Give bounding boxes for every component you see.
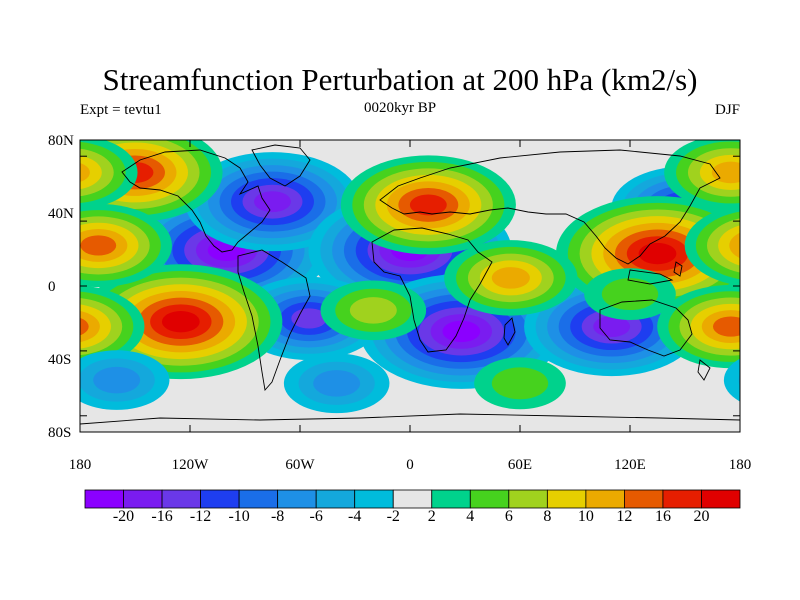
coastlines (80, 144, 740, 425)
colorbar-swatch-5 (277, 489, 317, 509)
colorbar-swatch-10 (469, 489, 510, 509)
colorbar-label: -8 (270, 508, 285, 525)
contour-blob-wrap-11-level-8 (80, 155, 102, 190)
contour-blob-wrap-16-level-10 (729, 232, 740, 259)
contour-blob-8-level-20 (161, 311, 200, 333)
lat-label-40n: 40N (48, 206, 74, 222)
colorbar-label: 8 (543, 508, 552, 525)
contour-field (80, 140, 740, 414)
colorbar-label: -4 (348, 508, 362, 525)
lon-label-60w: 60W (285, 457, 315, 473)
colorbar-label: -20 (112, 508, 135, 525)
contour-blob-14-level-4 (601, 278, 659, 311)
colorbar-label: -6 (309, 508, 323, 525)
period-label: 0020kyr BP (363, 100, 437, 116)
experiment-label: Expt = tevtu1 (80, 102, 162, 118)
colorbar-label: 6 (504, 508, 513, 525)
contour-blob-wrap-17-level-12 (80, 317, 89, 336)
contour-blob-wrap-7-level-4 (80, 233, 88, 274)
colorbar-label: -16 (151, 508, 173, 525)
colorbar-label: 10 (577, 508, 594, 525)
contour-blob-19-level-6 (313, 370, 361, 397)
colorbar-label: 20 (693, 508, 710, 525)
contour-blob-18-level-6 (93, 366, 141, 394)
colorbar-label: -2 (386, 508, 400, 525)
lon-label-180w: 180 (68, 457, 92, 473)
colorbar-label: 12 (616, 508, 633, 525)
lat-label-80s: 80S (48, 425, 72, 441)
colorbar-swatch-14 (624, 489, 664, 509)
season-label: DJF (714, 102, 740, 118)
colorbar-swatch-6 (315, 489, 356, 509)
colorbar-label: -12 (189, 508, 212, 525)
contour-blob-wrap-8-level-2 (739, 315, 740, 329)
contour-blob-wrap-11-level-10 (80, 162, 90, 182)
contour-blob-12-level-10 (491, 267, 530, 289)
contour-blob-wrap-17-level-10 (80, 310, 100, 343)
lon-label-60e: 60E (507, 457, 533, 473)
colorbar-swatch-1 (123, 489, 163, 509)
colorbar-swatch-9 (431, 489, 471, 509)
colorbar (84, 489, 741, 509)
colorbar-swatch-3 (200, 489, 240, 509)
colorbar-swatch-0 (84, 489, 124, 509)
plot-title: Streamfunction Perturbation at 200 hPa (… (102, 62, 698, 97)
contour-blob-wrap-18-level-4 (738, 374, 740, 386)
contour-blob-wrap-16-level-8 (718, 225, 740, 266)
colorbar-label: 16 (654, 508, 671, 525)
contour-blob-1-level-16 (254, 191, 291, 213)
contour-blob-9-level-16 (409, 194, 447, 216)
contour-blob-wrap-10-level-6 (730, 153, 740, 192)
colorbar-swatch-15 (662, 489, 702, 509)
contour-blob-5-level-16 (593, 316, 631, 337)
colorbar-label: -10 (228, 508, 250, 525)
colorbar-swatch-13 (585, 489, 625, 509)
contour-blob-13-level-6 (349, 297, 397, 324)
colorbar-swatch-11 (508, 489, 548, 509)
lat-label-80n: 80N (48, 133, 74, 149)
colorbar-swatch-4 (238, 489, 279, 509)
contour-blob-17-level-12 (712, 316, 740, 337)
contour-blob-16-level-12 (80, 235, 117, 256)
contour-blob-15-level-4 (491, 367, 549, 400)
contour-blob-4-level-20 (442, 320, 481, 343)
contour-blob-11-level-10 (711, 161, 740, 184)
colorbar-swatch-16 (701, 489, 741, 509)
contour-blob-7-level-20 (638, 242, 677, 265)
colorbar-label: 2 (427, 508, 436, 525)
colorbar-swatch-12 (546, 489, 587, 509)
colorbar-swatch-8 (392, 489, 433, 509)
lat-label-eq: 0 (48, 279, 56, 295)
lon-label-120e: 120E (614, 457, 646, 473)
colorbar-label: 4 (466, 508, 475, 525)
colorbar-swatch-7 (354, 489, 394, 509)
lat-label-40s: 40S (48, 352, 72, 368)
colorbar-swatch-2 (161, 489, 201, 509)
lon-label-120w: 120W (171, 457, 209, 473)
contour-blob-wrap-6-level-4 (80, 191, 88, 225)
lon-label-0: 0 (406, 457, 414, 473)
lon-label-180e: 180 (728, 457, 752, 473)
contour-blob-wrap-18-level-2 (723, 358, 740, 402)
